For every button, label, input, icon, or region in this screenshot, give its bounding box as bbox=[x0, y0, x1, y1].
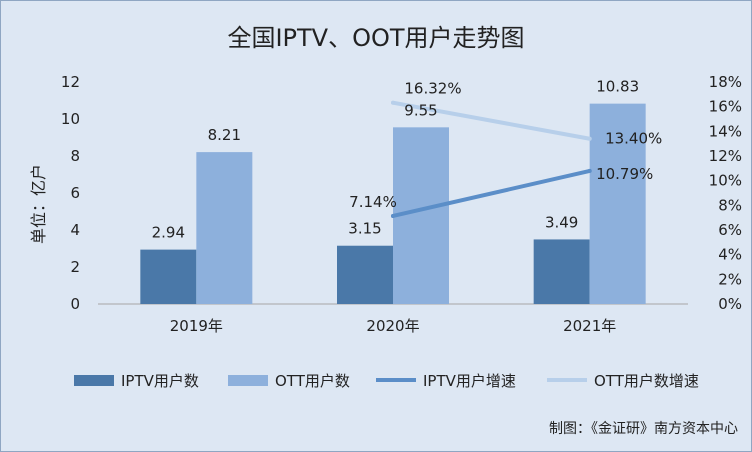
y-tick-label: 12 bbox=[61, 73, 80, 91]
bar-ott bbox=[196, 152, 253, 304]
line-point bbox=[391, 213, 395, 218]
chart-title: 全国IPTV、OOT用户走势图 bbox=[227, 24, 524, 52]
x-tick-label: 2019年 bbox=[170, 317, 223, 335]
legend-swatch bbox=[228, 375, 268, 386]
data-label: 3.15 bbox=[348, 220, 381, 238]
data-label: 9.55 bbox=[404, 101, 437, 119]
y-tick-label: 10 bbox=[61, 110, 80, 128]
bar-iptv bbox=[337, 245, 393, 304]
y2-tick-label: 12% bbox=[709, 147, 742, 165]
y2-tick-label: 14% bbox=[709, 122, 742, 140]
y2-tick-label: 18% bbox=[709, 73, 742, 91]
credit-text: 制图：《金证研》南方资本中心 bbox=[549, 421, 738, 437]
y-tick-label: 2 bbox=[70, 258, 80, 276]
y-axis-label: 单位：亿户 bbox=[29, 164, 48, 244]
x-tick-label: 2021年 bbox=[563, 317, 616, 335]
legend-label: OTT用户数增速 bbox=[594, 372, 699, 390]
y-tick-label: 4 bbox=[70, 221, 80, 239]
data-label: 10.83 bbox=[596, 78, 639, 96]
line-point bbox=[587, 168, 592, 173]
legend: IPTV用户数 OTT用户数 IPTV用户增速 OTT用户数增速 bbox=[74, 372, 699, 390]
line-point bbox=[391, 100, 395, 105]
y2-tick-label: 16% bbox=[709, 98, 742, 116]
y2-tick-label: 6% bbox=[718, 221, 742, 239]
bars bbox=[140, 103, 646, 305]
y2-tick-label: 4% bbox=[718, 246, 742, 264]
data-label: 13.40% bbox=[605, 130, 662, 148]
y2-tick-label: 0% bbox=[718, 295, 742, 313]
bar-iptv bbox=[533, 239, 590, 304]
y2-tick-label: 10% bbox=[709, 172, 742, 190]
legend-label: IPTV用户数 bbox=[121, 372, 199, 390]
y2-tick-label: 2% bbox=[718, 270, 742, 288]
legend-swatch bbox=[74, 375, 114, 386]
data-label: 8.21 bbox=[208, 126, 241, 144]
line-ott-growth bbox=[391, 100, 592, 141]
bar-iptv bbox=[140, 249, 197, 304]
data-label: 7.14% bbox=[349, 193, 397, 211]
y-tick-label: 6 bbox=[70, 184, 80, 202]
legend-label: IPTV用户增速 bbox=[423, 372, 516, 390]
line-iptv-growth bbox=[391, 168, 592, 218]
data-labels: 2.94 3.15 3.49 8.21 9.55 10.83 7.14% 10.79% 16.3… bbox=[152, 78, 663, 242]
bar-ott bbox=[589, 103, 646, 305]
y-tick-label: 8 bbox=[70, 147, 80, 165]
x-tick-label: 2020年 bbox=[366, 317, 419, 335]
y2-tick-label: 8% bbox=[718, 196, 742, 214]
data-label: 10.79% bbox=[596, 165, 653, 183]
legend-label: OTT用户数 bbox=[275, 372, 350, 390]
data-label: 3.49 bbox=[545, 213, 578, 231]
data-label: 2.94 bbox=[152, 224, 185, 242]
line-point bbox=[587, 136, 592, 141]
y-tick-label: 0 bbox=[70, 295, 80, 313]
data-label: 16.32% bbox=[404, 80, 461, 98]
lines bbox=[391, 100, 592, 218]
